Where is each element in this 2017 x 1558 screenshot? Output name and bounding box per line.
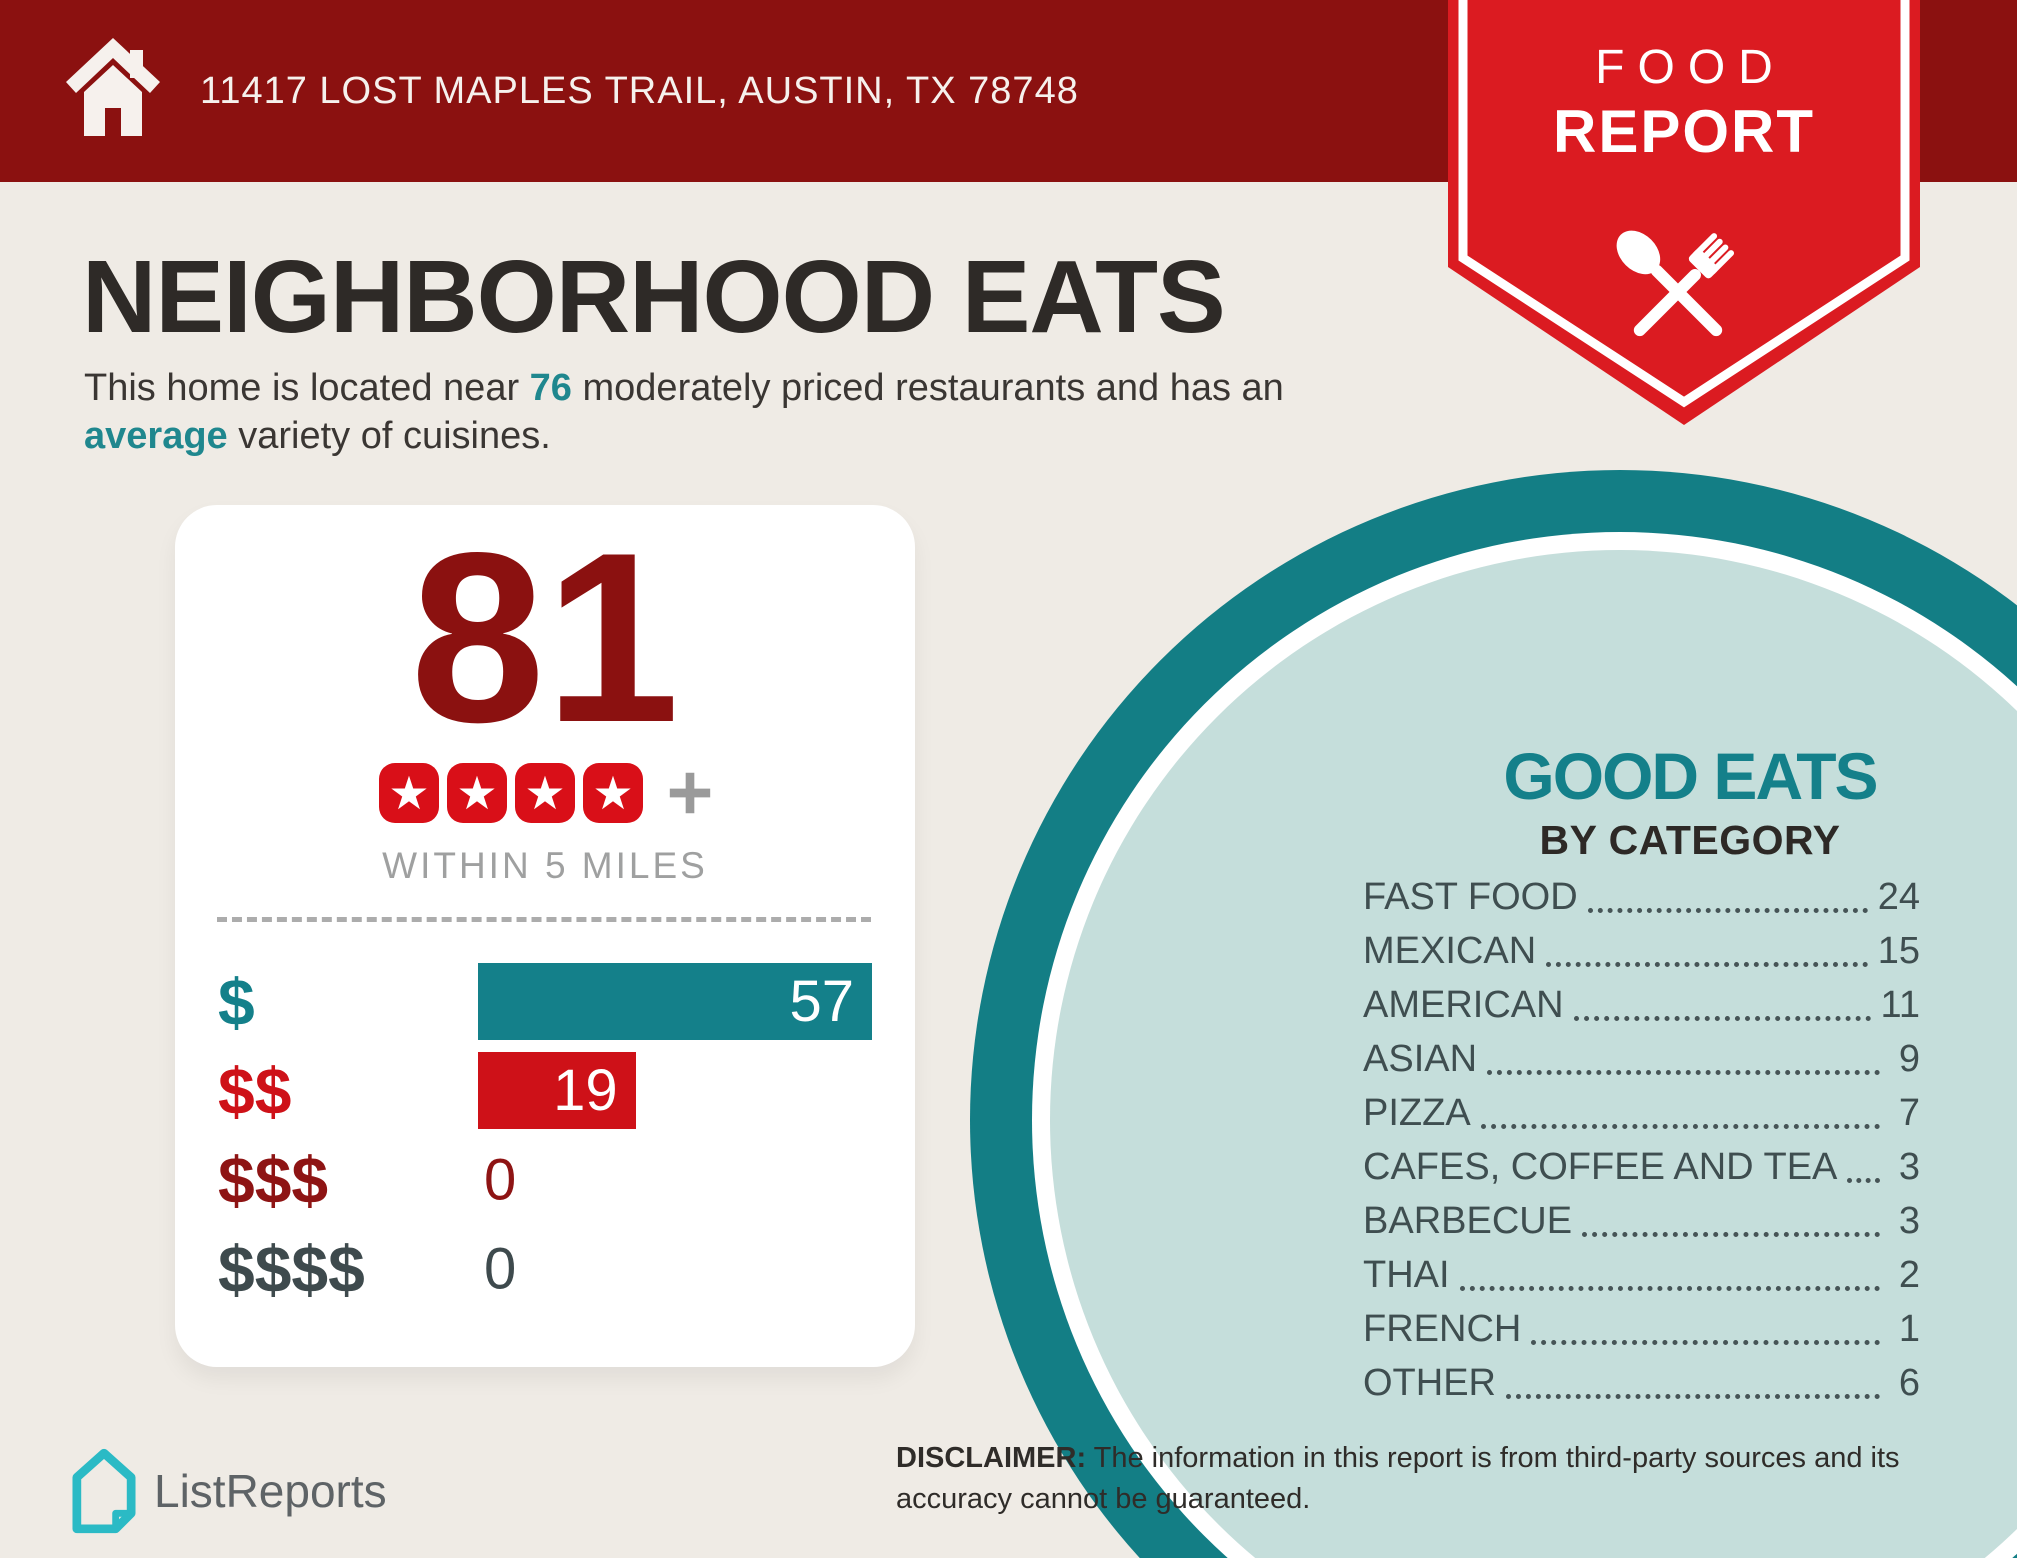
intro-post: variety of cuisines. [227,415,551,457]
category-label: ASIAN [1363,1037,1478,1080]
variety-highlight: average [84,415,228,457]
dotted-leader [1506,1394,1880,1399]
category-count: 15 [1877,929,1920,972]
dotted-leader [1546,962,1868,967]
star-icon: ★ [388,766,430,820]
radius-label: WITHIN 5 MILES [382,845,708,886]
price-row: $$$$ 0 [218,1224,872,1313]
dotted-leader [1587,908,1868,913]
category-row: OTHER 6 [1363,1356,1920,1410]
price-tier-label: $$$ [218,1142,329,1217]
star-icon: ★ [456,766,498,820]
category-count: 9 [1898,1037,1920,1080]
property-address: 11417 LOST MAPLES TRAIL, AUSTIN, TX 7874… [200,69,1079,112]
price-value: 0 [484,1236,517,1301]
ribbon-line-report: REPORT [1552,98,1816,165]
category-count: 3 [1898,1199,1920,1242]
dotted-leader [1531,1340,1880,1345]
star-icon: ★ [524,766,566,820]
star-tile: ★ [447,763,507,823]
listreports-wordmark: ListReports [154,1465,387,1517]
category-count: 3 [1898,1145,1920,1188]
category-label: OTHER [1363,1361,1496,1404]
category-label: AMERICAN [1363,983,1564,1026]
category-label: FAST FOOD [1363,875,1578,918]
category-label: MEXICAN [1363,929,1537,972]
star-rating: ★ ★ ★ ★ [175,763,915,823]
bar-zone: 0 [478,1141,872,1218]
category-count: 2 [1898,1253,1920,1296]
category-list: FAST FOOD 24 MEXICAN 15 AMERICAN 11 ASIAN 9 PIZZ… [1363,870,1920,1410]
food-report-ribbon: FOOD REPORT [1448,0,1920,430]
category-row: FRENCH 1 [1363,1302,1920,1356]
listreports-house-icon [72,1448,136,1534]
ribbon-shape [1448,0,1920,425]
category-row: AMERICAN 11 [1363,978,1920,1032]
page-title: NEIGHBORHOOD EATS [82,239,1226,354]
restaurant-count: 76 [529,367,572,409]
price-bar: 57 [478,963,872,1040]
disclaimer: DISCLAIMER: The information in this repo… [896,1438,1946,1520]
dotted-leader [1573,1016,1871,1021]
dashed-divider [217,917,871,922]
price-tier-label: $ [218,964,255,1039]
disclaimer-label: DISCLAIMER: [896,1442,1087,1474]
bar-zone: 0 [478,1230,872,1307]
price-row: $$$ 0 [218,1135,872,1224]
score-card: 81 ★ ★ ★ ★ WITHIN 5 MILES $57 $$ 19 $$$ 0 $$$$ 0 [175,505,915,1367]
intro-text: This home is located near 76 moderately … [84,364,1294,460]
bar-zone: 57 [478,963,872,1040]
price-value: 0 [484,1147,517,1212]
dotted-leader [1847,1178,1880,1183]
restaurant-score: 81 [410,503,680,773]
dotted-leader [1459,1286,1880,1291]
listreports-logo: ListReports [72,1448,387,1534]
price-bar-chart: $57 $$ 19 $$$ 0 $$$$ 0 [218,957,872,1313]
category-label: FRENCH [1363,1307,1522,1350]
category-row: FAST FOOD 24 [1363,870,1920,924]
intro-pre: This home is located near [84,367,530,409]
dotted-leader [1487,1070,1880,1075]
spoon-fork-icon [1616,230,1735,337]
good-eats-subtitle: BY CATEGORY [1539,817,1841,864]
category-count: 1 [1898,1307,1920,1350]
category-row: MEXICAN 15 [1363,924,1920,978]
star-tile: ★ [515,763,575,823]
house-icon [66,38,160,136]
plus-icon [665,768,715,818]
category-count: 7 [1898,1091,1920,1134]
category-row: BARBECUE 3 [1363,1194,1920,1248]
intro-mid: moderately priced restaurants and has an [571,367,1284,409]
category-row: PIZZA 7 [1363,1086,1920,1140]
price-row: $$ 19 [218,1046,872,1135]
price-row: $57 [218,957,872,1046]
category-count: 24 [1877,875,1920,918]
category-label: THAI [1363,1253,1450,1296]
price-tier-label: $$ [218,1053,292,1128]
star-tile: ★ [583,763,643,823]
bar-zone: 19 [478,1052,872,1129]
dotted-leader [1480,1124,1880,1129]
dotted-leader [1582,1232,1880,1237]
category-row: ASIAN 9 [1363,1032,1920,1086]
price-tier-label: $$$$ [218,1231,365,1306]
price-bar: 19 [478,1052,636,1129]
category-count: 11 [1880,983,1920,1026]
category-row: THAI 2 [1363,1248,1920,1302]
category-row: CAFES, COFFEE AND TEA 3 [1363,1140,1920,1194]
star-tile: ★ [379,763,439,823]
good-eats-title: GOOD EATS [1503,739,1878,813]
category-label: BARBECUE [1363,1199,1573,1242]
category-count: 6 [1898,1361,1920,1404]
category-label: CAFES, COFFEE AND TEA [1363,1145,1838,1188]
star-tiles: ★ ★ ★ ★ [375,763,647,823]
ribbon-line-food: FOOD [1595,41,1786,94]
good-eats-heading: GOOD EATS BY CATEGORY [1405,739,1975,864]
category-label: PIZZA [1363,1091,1471,1134]
star-icon: ★ [592,766,634,820]
disclaimer-text: The information in this report is from t… [896,1442,1900,1515]
